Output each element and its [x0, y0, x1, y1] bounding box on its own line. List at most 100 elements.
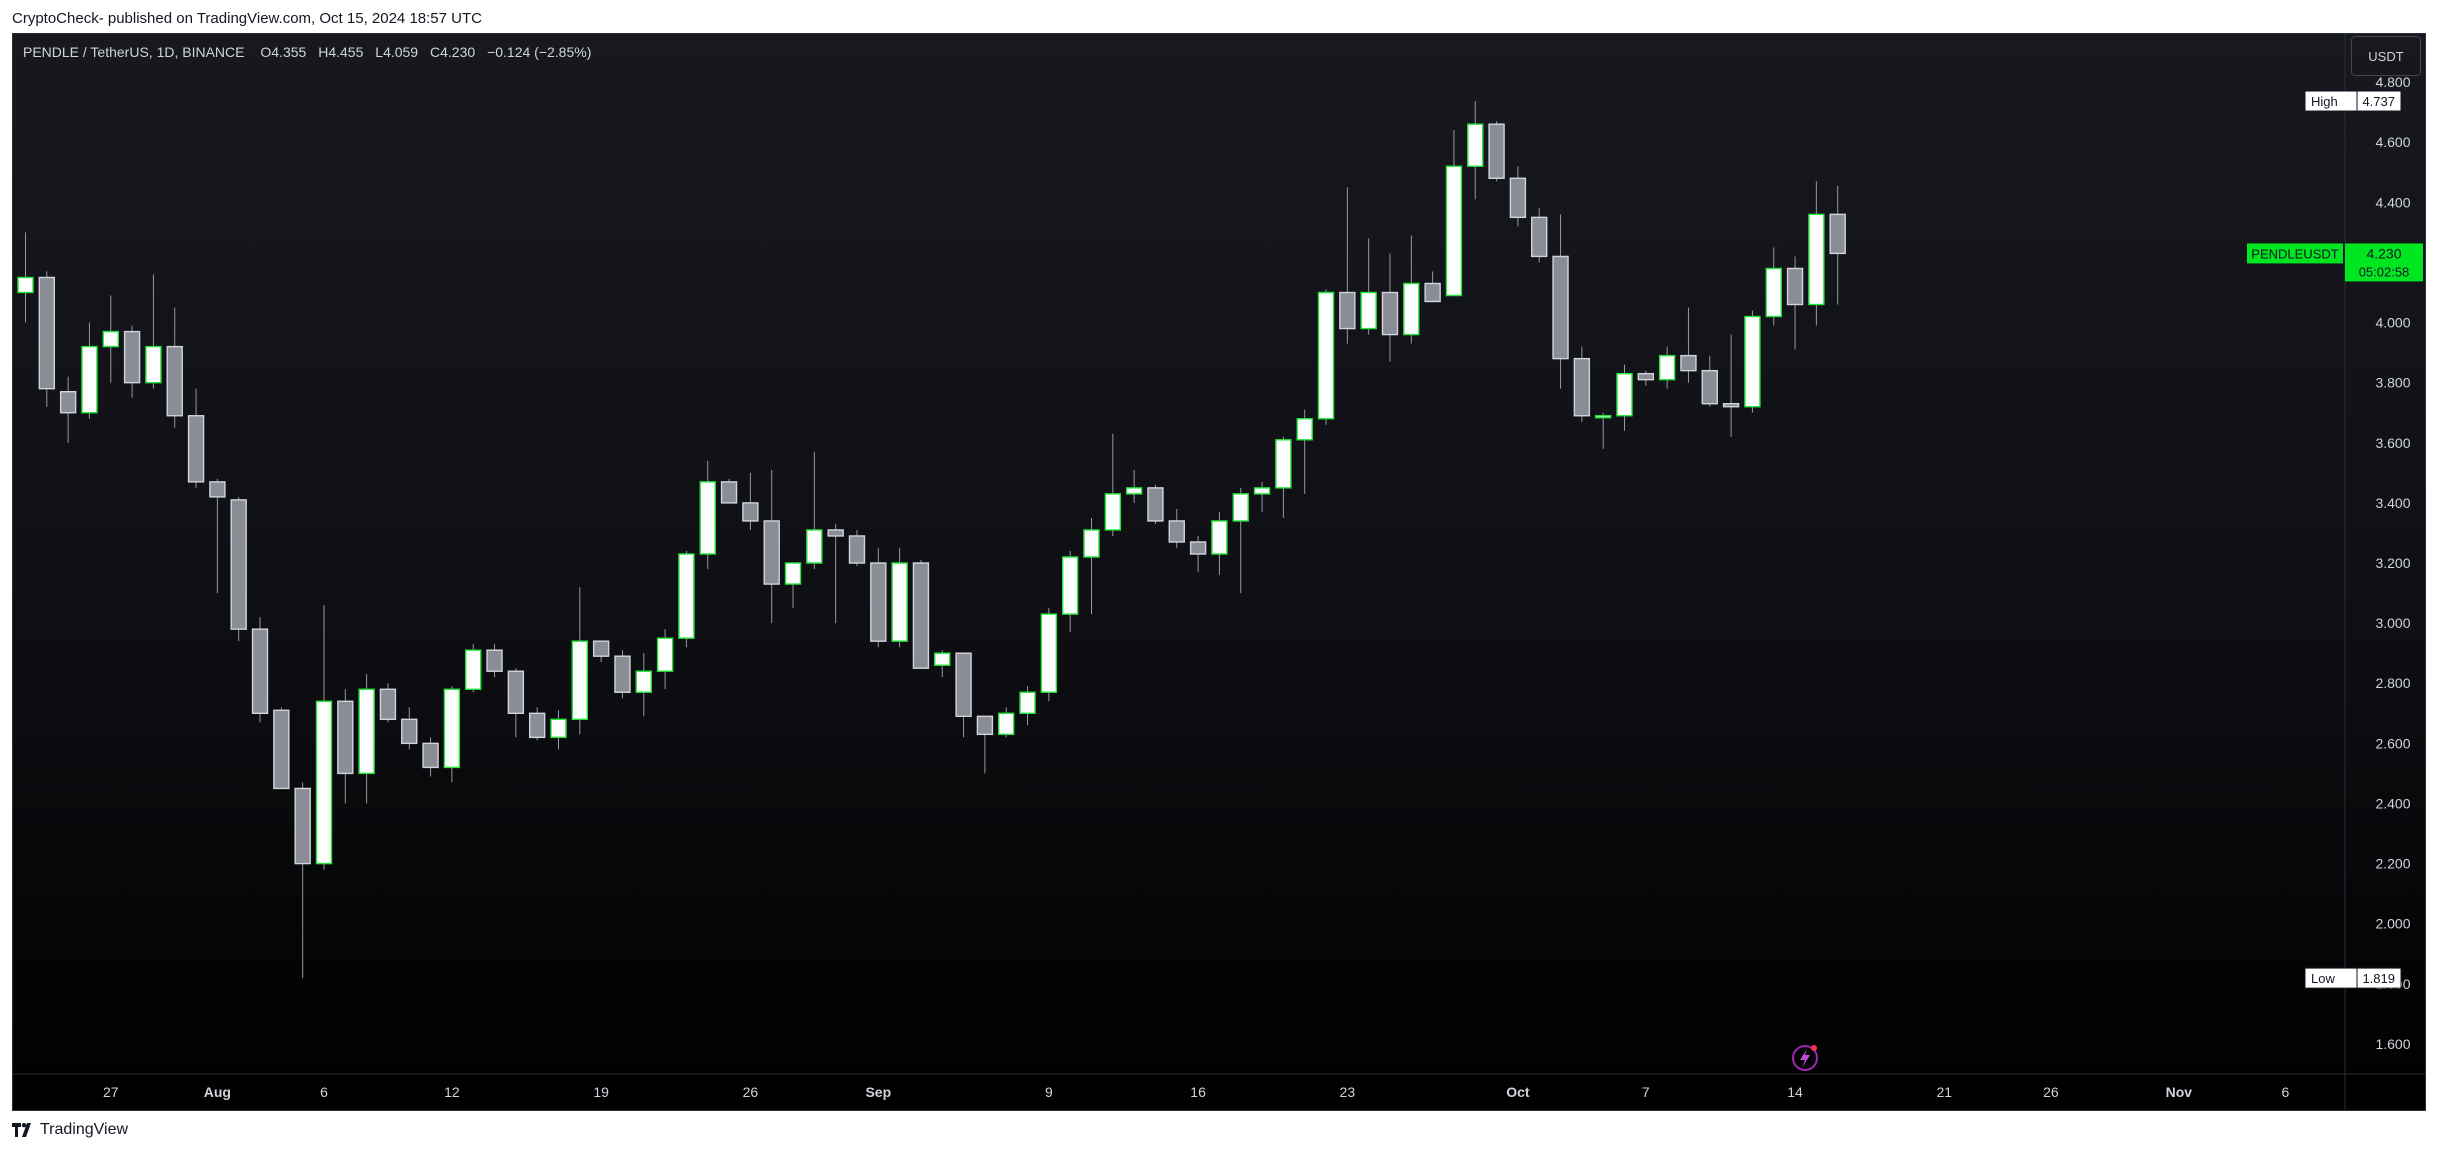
candle[interactable] [528, 707, 546, 741]
candle[interactable] [273, 707, 290, 790]
candle[interactable] [1147, 484, 1164, 524]
candle[interactable] [337, 689, 354, 804]
candle[interactable] [230, 496, 247, 642]
candle[interactable] [1467, 101, 1484, 200]
candle[interactable] [1680, 307, 1697, 383]
candle-body [1829, 213, 1846, 255]
candle[interactable] [934, 650, 951, 678]
candle[interactable] [1829, 185, 1846, 305]
candle[interactable] [294, 782, 311, 978]
candle[interactable] [1360, 238, 1377, 335]
candle[interactable] [1722, 334, 1740, 437]
candle[interactable] [315, 605, 333, 870]
candle[interactable] [1552, 214, 1569, 389]
x-tick-label: 26 [2043, 1084, 2059, 1100]
candle[interactable] [848, 529, 866, 567]
candle-body [1104, 493, 1122, 531]
candle[interactable] [806, 451, 823, 570]
candle[interactable] [187, 388, 205, 488]
candle[interactable] [976, 715, 994, 774]
candle[interactable] [251, 617, 269, 723]
candle[interactable] [59, 376, 77, 443]
candle[interactable] [635, 653, 652, 717]
candle-body [1531, 216, 1548, 258]
candle[interactable] [1424, 271, 1441, 303]
candle[interactable] [571, 587, 589, 735]
candle[interactable] [1168, 508, 1185, 548]
candle[interactable] [1083, 517, 1100, 615]
candle[interactable] [1232, 487, 1249, 594]
chart-area[interactable]: 4.8004.6004.4004.2004.0003.8003.6003.400… [12, 33, 2426, 1111]
candle[interactable] [1637, 370, 1655, 386]
candle[interactable] [870, 547, 887, 648]
candle[interactable] [763, 469, 780, 624]
candle[interactable] [891, 547, 908, 648]
tradingview-logo[interactable]: TradingView [12, 1121, 128, 1139]
candle[interactable] [1317, 289, 1335, 425]
candle[interactable] [699, 460, 716, 570]
y-tick-label: 4.800 [2375, 74, 2410, 90]
y-tick-label: 4.000 [2375, 315, 2410, 331]
candle[interactable] [1296, 409, 1313, 494]
candle[interactable] [1275, 436, 1292, 518]
price-axis[interactable]: 4.8004.6004.4004.2004.0003.8003.6003.400… [2344, 34, 2411, 1110]
x-tick-label: 7 [1642, 1084, 1650, 1100]
candle[interactable] [422, 737, 439, 777]
candle[interactable] [592, 640, 610, 663]
candle[interactable] [1701, 355, 1718, 407]
candle[interactable] [1403, 235, 1420, 344]
candle[interactable] [102, 295, 119, 383]
candle[interactable] [123, 325, 141, 398]
candle[interactable] [1531, 208, 1548, 263]
time-axis[interactable]: 27 Aug 6 12 19 26 Sep 9 16 23 Oct 7 14 21 26 Nov 6 [13, 1073, 2425, 1100]
candle[interactable] [38, 271, 56, 407]
candle[interactable] [379, 683, 397, 723]
candle[interactable] [720, 478, 738, 504]
candle[interactable] [507, 668, 525, 738]
candle[interactable] [1061, 550, 1079, 633]
candle[interactable] [1211, 511, 1228, 576]
candle[interactable] [1765, 247, 1782, 326]
candle[interactable] [358, 674, 375, 804]
candle[interactable] [742, 472, 759, 530]
candle[interactable] [1104, 433, 1122, 536]
candle[interactable] [614, 650, 631, 699]
candle[interactable] [784, 562, 802, 609]
candle[interactable] [1616, 364, 1633, 431]
lightning-icon[interactable] [1792, 1045, 1818, 1071]
candle[interactable] [1445, 130, 1463, 297]
candle[interactable] [145, 274, 162, 389]
candle[interactable] [166, 307, 183, 428]
candle[interactable] [1786, 256, 1804, 350]
candle[interactable] [955, 652, 972, 738]
candle[interactable] [827, 523, 844, 624]
currency-button[interactable]: USDT [2351, 36, 2421, 76]
candle[interactable] [1189, 535, 1207, 573]
candle[interactable] [17, 232, 34, 323]
candle[interactable] [486, 644, 503, 678]
candle[interactable] [1381, 253, 1399, 362]
candle[interactable] [1040, 608, 1058, 702]
candle[interactable] [998, 707, 1015, 738]
candle[interactable] [1509, 166, 1527, 227]
candle[interactable] [1573, 346, 1591, 422]
candle[interactable] [401, 707, 418, 750]
candle[interactable] [443, 686, 461, 783]
candle[interactable] [209, 478, 226, 594]
candle[interactable] [1658, 346, 1676, 389]
candle[interactable] [678, 550, 695, 648]
candle[interactable] [81, 322, 98, 419]
candle[interactable] [912, 560, 930, 669]
candle[interactable] [550, 710, 567, 750]
candle[interactable] [1594, 412, 1612, 449]
candlestick-chart[interactable]: 4.8004.6004.4004.2004.0003.8003.6003.400… [13, 34, 2425, 1110]
candle[interactable] [465, 644, 482, 693]
candle[interactable] [1253, 481, 1271, 512]
candle[interactable] [1125, 469, 1143, 503]
candle[interactable] [1808, 181, 1825, 326]
candle[interactable] [1744, 310, 1761, 413]
candle[interactable] [1019, 686, 1036, 726]
candle[interactable] [656, 629, 674, 690]
candle[interactable] [1339, 187, 1356, 344]
candle[interactable] [1488, 121, 1505, 182]
